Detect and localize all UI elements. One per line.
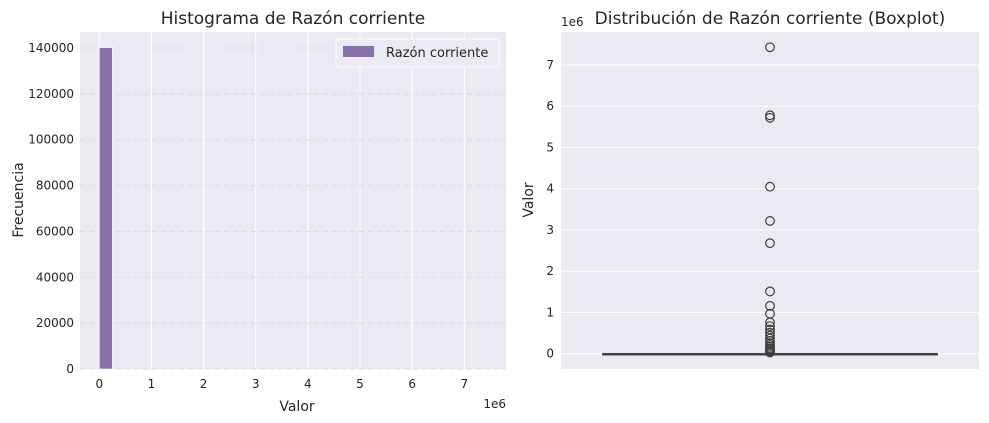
legend-label: Razón corriente [386,46,488,61]
histogram-y-tick-labels: 0 20000 40000 60000 80000 100000 120000 140000 [28,41,74,376]
histogram-panel: 0 1 2 3 4 5 6 7 0 20000 40000 60000 80000 100000 1200… [11,9,506,415]
boxplot-y-tick-label: 6 [546,99,554,113]
histogram-bar [98,47,113,370]
histogram-x-tick-label: 4 [304,377,312,391]
boxplot-y-tick-label: 7 [546,58,554,72]
boxplot-outliers [765,42,775,358]
boxplot-outlier-point [765,300,775,311]
histogram-y-tick-label: 60000 [36,224,74,238]
histogram-y-tick-label: 100000 [28,133,74,147]
boxplot-y-tick-label: 2 [546,264,554,278]
boxplot-outlier-point [765,181,775,192]
boxplot-title: Distribución de Razón corriente (Boxplot… [595,9,946,29]
histogram-x-tick-label: 5 [356,377,364,391]
histogram-x-tick-label: 7 [460,377,468,391]
boxplot-y-tick-label: 5 [546,140,554,154]
boxplot-y-tick-labels: 0 1 2 3 4 5 6 7 [546,58,554,361]
boxplot-outlier-point [765,347,775,358]
histogram-bars [98,47,113,370]
boxplot-outlier-point [765,286,775,297]
histogram-y-axis-label: Frecuencia [11,162,27,237]
histogram-x-tick-labels: 0 1 2 3 4 5 6 7 [95,377,468,391]
boxplot-y-offset-label: 1e6 [561,15,584,29]
histogram-y-tick-label: 0 [66,362,74,376]
histogram-title: Histograma de Razón corriente [161,9,426,29]
boxplot-outlier-point [765,112,775,123]
boxplot-outlier-point [765,238,775,249]
boxplot-outlier-point [765,317,775,328]
histogram-x-tick-label: 0 [95,377,103,391]
boxplot-outlier-point [765,42,775,53]
legend-frame [335,38,500,68]
boxplot-outlier-point [765,330,775,341]
histogram-plot-area [80,32,506,369]
histogram-x-tick-label: 2 [200,377,208,391]
boxplot-y-tick-label: 0 [546,347,554,361]
boxplot-y-axis-label: Valor [521,182,537,218]
histogram-legend: Razón corriente [335,38,500,68]
histogram-x-axis-label: Valor [279,399,315,415]
legend-swatch [343,46,374,57]
histogram-y-tick-label: 80000 [36,179,74,193]
boxplot-y-tick-label: 1 [546,305,554,319]
histogram-x-tick-label: 6 [408,377,416,391]
histogram-y-tick-label: 140000 [28,41,74,55]
histogram-x-tick-label: 3 [252,377,260,391]
boxplot-panel: 0 1 2 3 4 5 6 7 Distribución de Razón corriente… [521,9,979,369]
histogram-y-tick-label: 20000 [36,316,74,330]
histogram-y-tick-label: 120000 [28,87,74,101]
boxplot-y-tick-label: 3 [546,223,554,237]
histogram-x-tick-label: 1 [148,377,156,391]
histogram-y-tick-label: 40000 [36,270,74,284]
boxplot-outlier-point [765,216,775,226]
boxplot-outlier-point [765,321,775,332]
histogram-x-gridlines [98,32,465,369]
boxplot-outlier-point [765,110,775,121]
histogram-x-offset-label: 1e6 [483,397,506,411]
boxplot-y-tick-label: 4 [546,182,554,196]
